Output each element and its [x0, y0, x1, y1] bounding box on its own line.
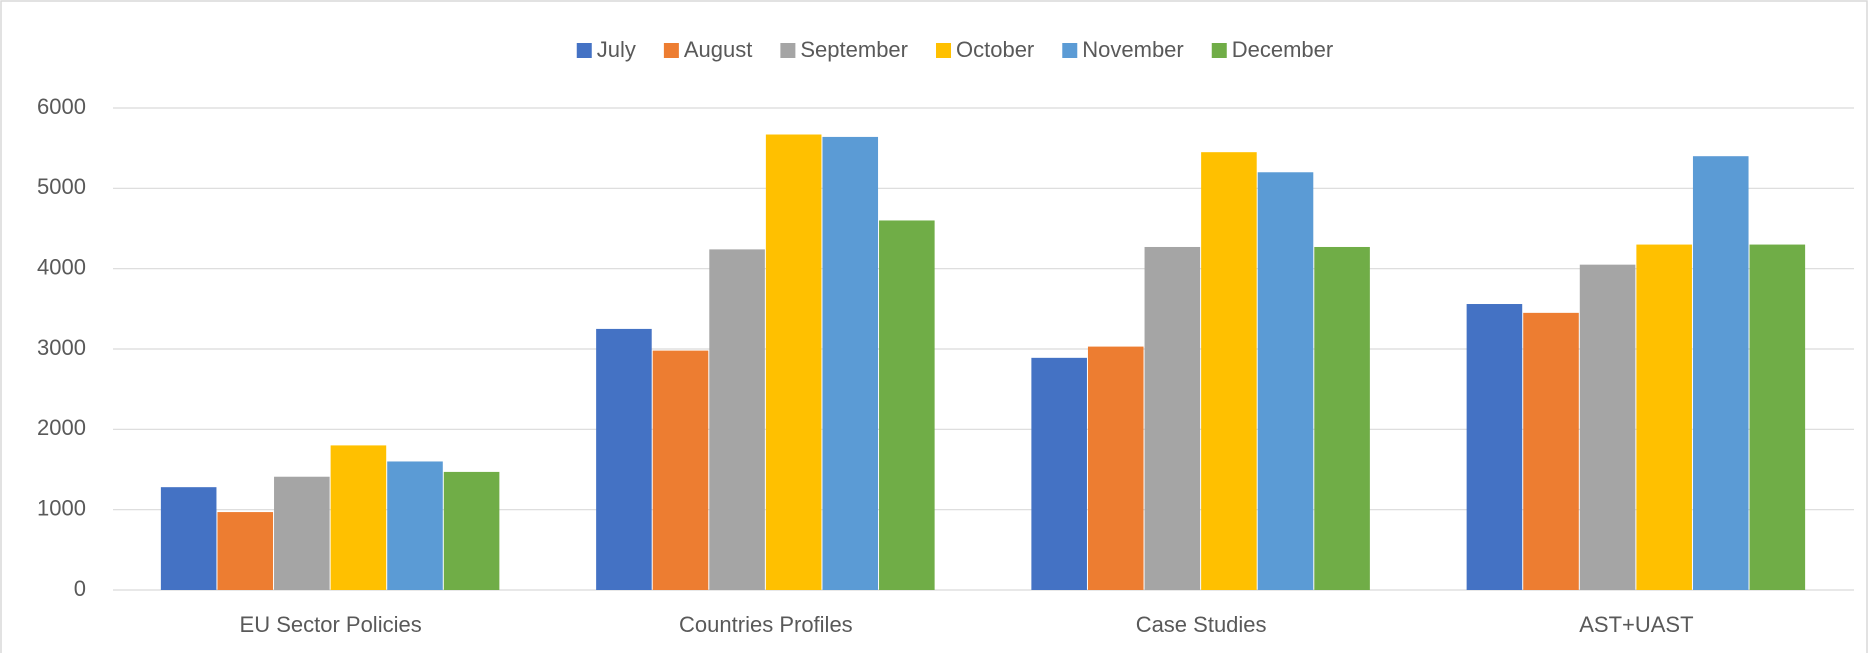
bar	[1466, 304, 1523, 590]
bar	[1031, 357, 1087, 590]
legend-label: July	[597, 37, 636, 62]
bar	[709, 249, 765, 591]
bar	[330, 445, 387, 590]
bar	[1579, 264, 1636, 590]
y-tick-label: 4000	[37, 254, 86, 279]
bar	[652, 350, 709, 590]
legend-swatch	[1211, 43, 1227, 58]
bar	[822, 136, 879, 591]
bar	[387, 461, 443, 590]
bar	[1692, 156, 1749, 590]
legend-swatch	[576, 43, 592, 58]
bar	[160, 487, 217, 590]
legend-swatch	[1062, 43, 1078, 58]
bar	[1749, 244, 1806, 591]
bar	[1314, 246, 1370, 590]
bar	[1636, 244, 1692, 591]
bar	[1201, 152, 1257, 590]
bar	[596, 328, 652, 590]
y-tick-label: 1000	[37, 495, 86, 520]
y-tick-label: 0	[74, 576, 86, 601]
bar	[879, 220, 935, 590]
bar	[1523, 312, 1579, 590]
bar	[765, 134, 822, 590]
y-tick-label: 5000	[37, 174, 86, 199]
legend-swatch	[663, 43, 679, 58]
bar	[443, 471, 500, 590]
bar	[1257, 172, 1314, 590]
legend-label: September	[800, 37, 908, 62]
bar	[1144, 246, 1201, 590]
bar	[1087, 346, 1144, 590]
x-tick-label: Case Studies	[1136, 612, 1267, 637]
x-tick-label: AST+UAST	[1579, 612, 1693, 637]
legend-label: November	[1082, 37, 1183, 62]
legend-label: October	[956, 37, 1034, 62]
legend-swatch	[936, 43, 952, 58]
legend-label: December	[1232, 37, 1333, 62]
y-tick-label: 3000	[37, 335, 86, 360]
bar	[274, 476, 330, 590]
x-tick-label: EU Sector Policies	[240, 612, 422, 637]
y-tick-label: 2000	[37, 415, 86, 440]
legend-swatch	[780, 43, 796, 58]
y-tick-label: 6000	[37, 94, 86, 119]
x-tick-label: Countries Profiles	[679, 612, 853, 637]
bar	[217, 512, 274, 590]
legend-label: August	[684, 37, 753, 62]
